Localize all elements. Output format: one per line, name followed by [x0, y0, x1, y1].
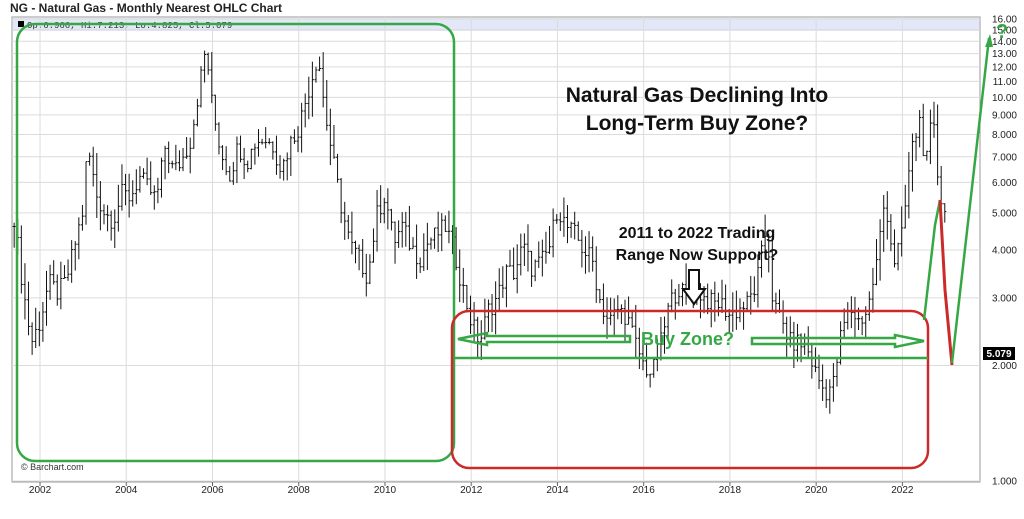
- buy-zone-left-arrow: [457, 331, 632, 347]
- y-tick-label: 12.00: [992, 62, 1017, 73]
- last-price-tag: [983, 347, 1015, 360]
- source-credit: © Barchart.com: [21, 462, 84, 472]
- x-tick-label: 2004: [115, 485, 138, 496]
- buy-zone-right-arrow: [750, 333, 925, 349]
- x-tick-label: 2010: [374, 485, 397, 496]
- y-tick-label: 8.000: [992, 130, 1017, 141]
- rally-trend-line: [922, 199, 942, 321]
- y-tick-label: 3.000: [992, 293, 1017, 304]
- last-price-value: 5.079: [986, 349, 1011, 360]
- y-tick-label: 1.000: [992, 477, 1017, 488]
- x-tick-label: 2022: [891, 485, 914, 496]
- x-tick-label: 2018: [719, 485, 742, 496]
- range-note-line1: 2011 to 2022 Trading: [619, 225, 776, 242]
- range-note-line2: Range Now Support?: [616, 247, 779, 264]
- ohlc-legend: Op:6.966, Hi:7.213, Lo:4.825, Cl:5.079: [27, 21, 232, 31]
- x-tick-label: 2002: [29, 485, 52, 496]
- history-box: [15, 22, 456, 463]
- headline-line2: Long-Term Buy Zone?: [586, 112, 808, 135]
- projection-arrowhead: [985, 34, 993, 47]
- x-tick-label: 2006: [201, 485, 224, 496]
- y-tick-label: 15.00: [992, 25, 1017, 36]
- projection-line: [950, 37, 991, 364]
- chart-title: NG - Natural Gas - Monthly Nearest OHLC …: [10, 1, 283, 15]
- buy-zone-label: Buy Zone?: [641, 329, 734, 349]
- headline-line1: Natural Gas Declining Into: [566, 84, 829, 107]
- y-tick-label: 11.00: [993, 77, 1018, 88]
- y-tick-label: 14.00: [992, 37, 1017, 48]
- y-tick-label: 2.000: [992, 361, 1017, 372]
- y-tick-label: 9.000: [992, 110, 1017, 121]
- legend-swatch: [18, 21, 24, 27]
- projection-question-mark: ?: [996, 21, 1008, 43]
- y-tick-label: 6.000: [992, 178, 1017, 189]
- y-tick-label: 7.000: [992, 152, 1017, 163]
- down-arrow-icon: [681, 269, 707, 306]
- x-tick-label: 2020: [805, 485, 828, 496]
- y-tick-label: 10.00: [992, 93, 1017, 104]
- x-tick-label: 2016: [633, 485, 656, 496]
- y-tick-label: 13.00: [992, 49, 1017, 60]
- x-tick-label: 2012: [460, 485, 483, 496]
- trading-range-box: [450, 309, 930, 470]
- y-tick-label: 5.000: [992, 208, 1017, 219]
- y-tick-label: 16.00: [992, 15, 1017, 26]
- x-tick-label: 2014: [546, 485, 569, 496]
- y-tick-label: 4.000: [992, 246, 1017, 257]
- decline-line: [938, 199, 954, 366]
- x-tick-label: 2008: [288, 485, 311, 496]
